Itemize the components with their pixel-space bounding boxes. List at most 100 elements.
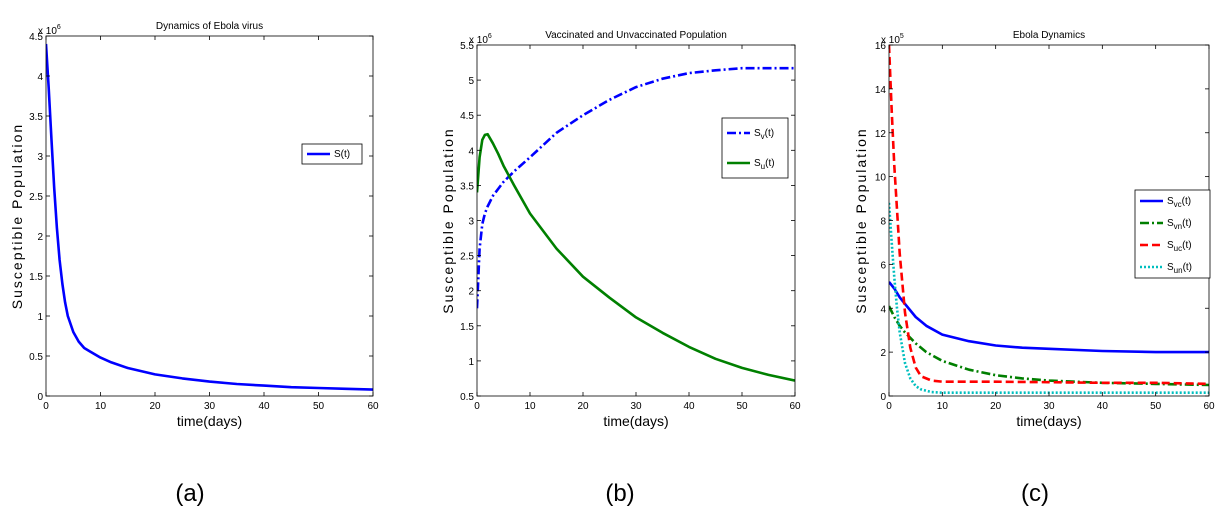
x-tick-label: 10 xyxy=(937,401,949,412)
chart-title: Vaccinated and Unvaccinated Population xyxy=(545,30,727,41)
y-tick-label: 1.5 xyxy=(460,322,474,333)
y-tick-label: 0.5 xyxy=(460,392,474,403)
chart-title: Dynamics of Ebola virus xyxy=(156,21,263,32)
panel-label: (a) xyxy=(175,480,204,507)
x-tick-label: 0 xyxy=(474,401,480,412)
x-tick-label: 10 xyxy=(524,401,536,412)
legend-label-name: S xyxy=(1167,240,1174,251)
series-line-su xyxy=(477,132,795,382)
legend-label-su: Su(t) xyxy=(754,158,775,171)
x-tick-label: 20 xyxy=(577,401,589,412)
multiplier-base: x 10 xyxy=(38,26,57,37)
x-tick-label: 40 xyxy=(258,401,270,412)
legend-label-subscript: u xyxy=(761,162,765,171)
multiplier-exponent: 6 xyxy=(488,33,492,40)
y-tick-label: 3.5 xyxy=(460,181,474,192)
legend-label-suc: Suc(t) xyxy=(1167,240,1192,253)
legend-label-sun: Sun(t) xyxy=(1167,262,1192,275)
series-line-svn xyxy=(889,305,1209,387)
legend-label-subscript: vc xyxy=(1174,200,1182,209)
y-tick-label: 1 xyxy=(37,312,43,323)
panel-label: (c) xyxy=(1021,480,1049,507)
legend-label-s(t): S(t) xyxy=(334,149,350,160)
plot-frame xyxy=(45,35,374,397)
x-tick-label: 20 xyxy=(990,401,1002,412)
legend: Svc(t)Svn(t)Suc(t)Sun(t) xyxy=(1134,189,1211,279)
series-line-suc xyxy=(889,45,1209,386)
legend-label-suffix: (t) xyxy=(765,158,774,169)
legend-box xyxy=(1134,189,1211,279)
y-tick-label: 4 xyxy=(468,146,474,157)
multiplier-exponent: 6 xyxy=(57,24,61,31)
x-tick-label: 60 xyxy=(1203,401,1215,412)
panel-label: (b) xyxy=(605,480,634,507)
plot-frame xyxy=(476,44,796,397)
x-tick-label: 50 xyxy=(736,401,748,412)
legend: Sv(t)Su(t) xyxy=(721,117,789,179)
legend-label-suffix: (t) xyxy=(1183,262,1192,273)
x-tick-label: 60 xyxy=(367,401,379,412)
multiplier-base: x 10 xyxy=(469,35,488,46)
x-tick-label: 30 xyxy=(630,401,642,412)
x-axis-label: time(days) xyxy=(603,413,668,429)
chart-title: Ebola Dynamics xyxy=(1013,30,1085,41)
legend-label-name: S(t) xyxy=(334,149,350,160)
y-tick-label: 10 xyxy=(875,173,887,184)
y-tick-label: 4.5 xyxy=(29,32,43,43)
series-line-svc xyxy=(889,281,1209,354)
legend-label-subscript: un xyxy=(1174,266,1183,275)
series-line-sv xyxy=(477,66,795,309)
y-tick-label: 2 xyxy=(880,348,886,359)
y-tick-label: 1 xyxy=(468,357,474,368)
legend-label-suffix: (t) xyxy=(1182,196,1191,207)
legend-label-subscript: v xyxy=(761,132,765,141)
x-axis-label: time(days) xyxy=(1016,413,1081,429)
y-tick-label: 8 xyxy=(880,217,886,228)
legend: S(t) xyxy=(301,143,363,165)
x-tick-label: 20 xyxy=(149,401,161,412)
legend-label-name: S xyxy=(1167,196,1174,207)
legend-label-svc: Svc(t) xyxy=(1167,196,1191,209)
x-tick-label: 50 xyxy=(1150,401,1162,412)
y-tick-label: 3.5 xyxy=(29,112,43,123)
chart-panel-b: Vaccinated and Unvaccinated Population x … xyxy=(440,30,801,507)
y-tick-label: 5.5 xyxy=(460,41,474,52)
legend-label-name: S xyxy=(754,158,761,169)
y-tick-label: 2.5 xyxy=(460,252,474,263)
x-tick-label: 10 xyxy=(95,401,107,412)
legend-label-sv: Sv(t) xyxy=(754,128,774,141)
y-tick-label: 5 xyxy=(468,76,474,87)
axis-multiplier: x 105 xyxy=(881,33,904,46)
x-tick-label: 0 xyxy=(886,401,892,412)
legend-label-suffix: (t) xyxy=(1182,218,1191,229)
y-tick-label: 1.5 xyxy=(29,272,43,283)
y-tick-label: 3 xyxy=(37,152,43,163)
multiplier-exponent: 5 xyxy=(900,33,904,40)
legend-box xyxy=(721,117,789,179)
multiplier-base: x 10 xyxy=(881,35,900,46)
y-tick-label: 2.5 xyxy=(29,192,43,203)
y-tick-label: 0 xyxy=(37,392,43,403)
x-tick-label: 0 xyxy=(43,401,49,412)
series-line-s(t) xyxy=(46,43,373,391)
y-tick-label: 2 xyxy=(468,287,474,298)
y-tick-label: 16 xyxy=(875,41,887,52)
legend-label-suffix: (t) xyxy=(1182,240,1191,251)
legend-label-name: S xyxy=(1167,262,1174,273)
legend-label-suffix: (t) xyxy=(765,128,774,139)
x-tick-label: 30 xyxy=(204,401,216,412)
x-tick-label: 60 xyxy=(789,401,801,412)
y-axis-label: Susceptible Population xyxy=(853,127,869,313)
y-tick-label: 3 xyxy=(468,217,474,228)
y-tick-label: 12 xyxy=(875,129,887,140)
y-tick-label: 4 xyxy=(880,304,886,315)
legend-box xyxy=(301,143,363,165)
legend-label-subscript: vn xyxy=(1174,222,1182,231)
legend-label-name: S xyxy=(754,128,761,139)
series-line-sun xyxy=(889,202,1209,395)
x-tick-label: 50 xyxy=(313,401,325,412)
y-tick-label: 0.5 xyxy=(29,352,43,363)
